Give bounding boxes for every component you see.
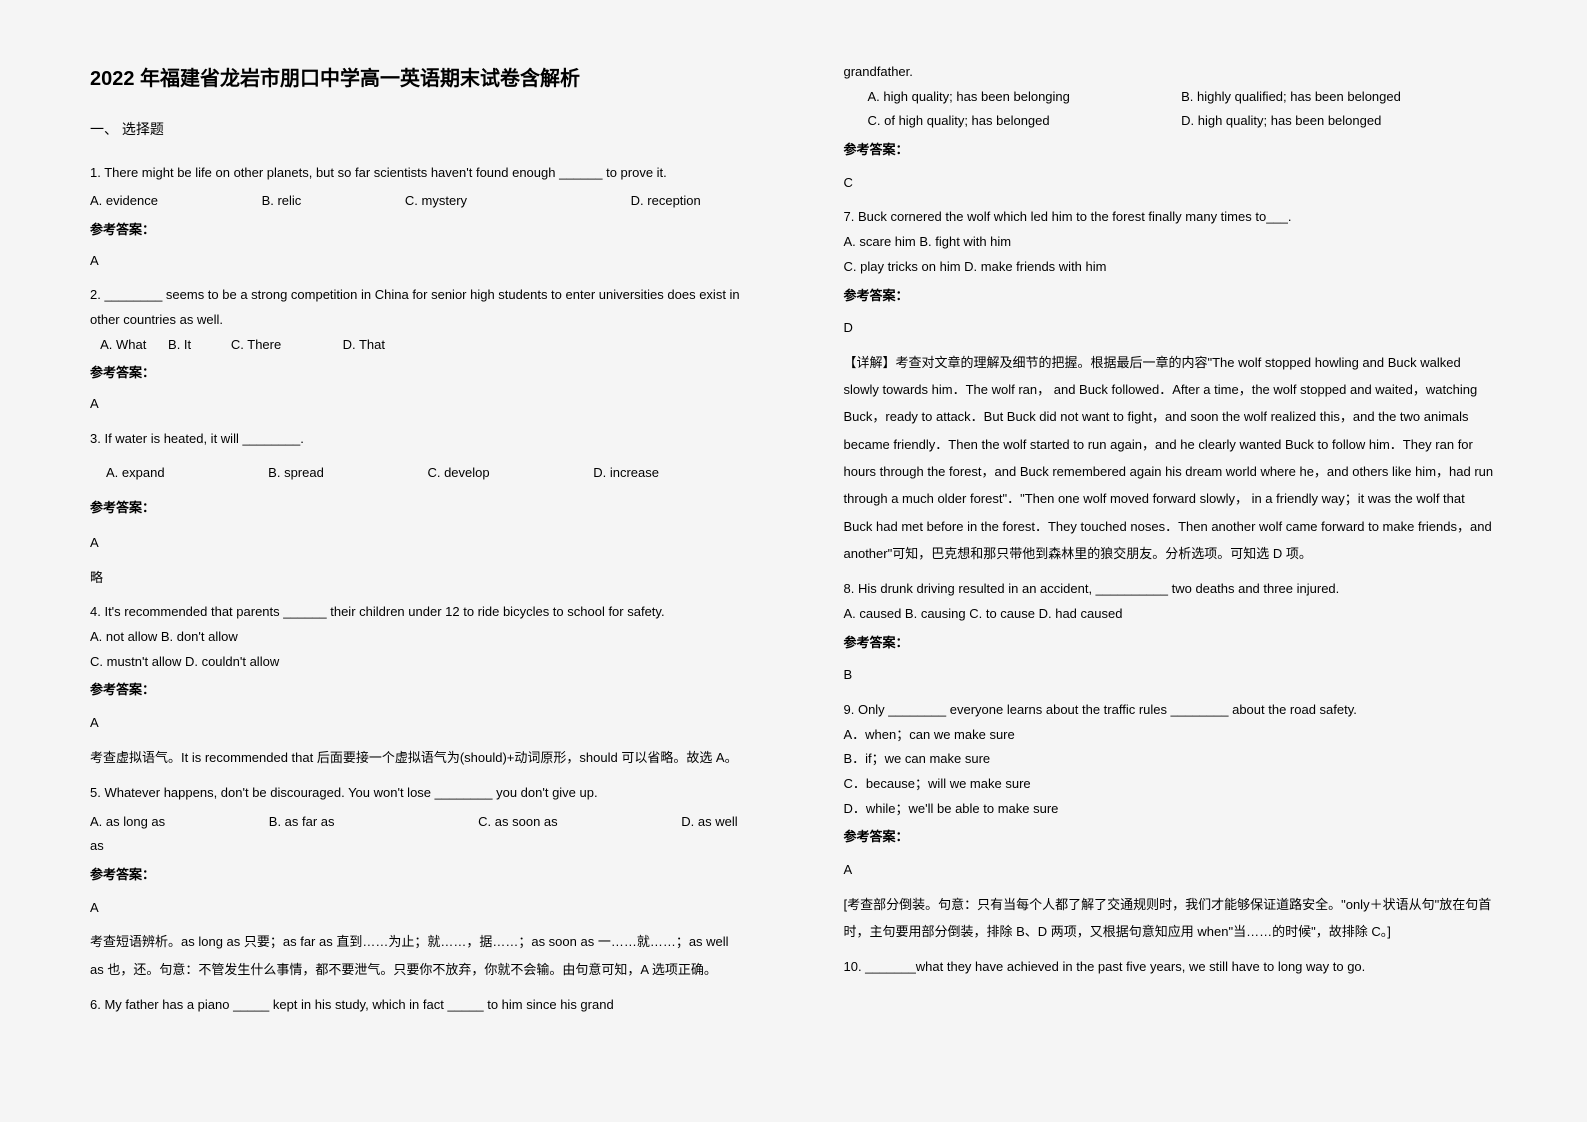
q3-note: 略 — [90, 566, 744, 591]
q7-answer: D — [844, 316, 1498, 341]
q4-line2: C. mustn't allow D. couldn't allow — [90, 650, 744, 675]
q5-answer-label: 参考答案： — [90, 863, 744, 888]
q6-answer: C — [844, 171, 1498, 196]
question-7: 7. Buck cornered the wolf which led him … — [844, 205, 1498, 308]
q4-stem: 4. It's recommended that parents ______ … — [90, 600, 744, 625]
question-2: 2. ________ seems to be a strong competi… — [90, 283, 744, 386]
q9-opt-d: D．while；we'll be able to make sure — [844, 797, 1498, 822]
q7-explain: 【详解】考查对文章的理解及细节的把握。根据最后一章的内容"The wolf st… — [844, 349, 1498, 567]
q9-stem: 9. Only ________ everyone learns about t… — [844, 698, 1498, 723]
q7-stem: 7. Buck cornered the wolf which led him … — [844, 205, 1498, 230]
q9-opt-c: C．because；will we make sure — [844, 772, 1498, 797]
q6-answer-label: 参考答案： — [844, 138, 1498, 163]
q8-answer-label: 参考答案： — [844, 631, 1498, 656]
q4-answer-label: 参考答案： — [90, 678, 744, 703]
q3-options: A. expand B. spread C. develop D. increa… — [90, 461, 744, 486]
q5-opt-d: D. as well as — [90, 814, 738, 854]
q1-opt-a: A. evidence — [90, 189, 158, 214]
question-5: 5. Whatever happens, don't be discourage… — [90, 781, 744, 888]
q3-opt-a: A. expand — [106, 461, 165, 486]
q1-opt-c: C. mystery — [405, 189, 467, 214]
q5-explain: 考查短语辨析。as long as 只要；as far as 直到……为止；就…… — [90, 928, 744, 983]
question-8: 8. His drunk driving resulted in an acci… — [844, 577, 1498, 655]
q4-explain: 考查虚拟语气。It is recommended that 后面要接一个虚拟语气… — [90, 744, 744, 771]
page-title: 2022 年福建省龙岩市朋口中学高一英语期末试卷含解析 — [90, 60, 744, 98]
q1-answer: A — [90, 249, 744, 274]
q7-line1: A. scare him B. fight with him — [844, 230, 1498, 255]
section-heading: 一、 选择题 — [90, 116, 744, 143]
q9-answer-label: 参考答案： — [844, 825, 1498, 850]
q6-opt-b: B. highly qualified; has been belonged — [1181, 89, 1401, 104]
q5-opt-b: B. as far as — [269, 810, 335, 835]
q6-opt-a: A. high quality; has been belonging — [868, 85, 1178, 110]
q9-opt-b: B．if；we can make sure — [844, 747, 1498, 772]
q1-answer-label: 参考答案： — [90, 218, 744, 243]
q9-opt-a: A．when；can we make sure — [844, 723, 1498, 748]
q9-explain: [考查部分倒装。句意：只有当每个人都了解了交通规则时，我们才能够保证道路安全。"… — [844, 891, 1498, 946]
q2-answer: A — [90, 392, 744, 417]
q3-opt-d: D. increase — [593, 465, 659, 480]
q1-opt-d: D. reception — [631, 193, 701, 208]
q3-opt-b: B. spread — [268, 461, 324, 486]
q6-opt-d: D. high quality; has been belonged — [1181, 113, 1381, 128]
left-column: 2022 年福建省龙岩市朋口中学高一英语期末试卷含解析 一、 选择题 1. Th… — [40, 60, 794, 1082]
q6-options-row2: C. of high quality; has belonged D. high… — [844, 109, 1498, 134]
q1-stem: 1. There might be life on other planets,… — [90, 161, 744, 186]
q5-stem: 5. Whatever happens, don't be discourage… — [90, 781, 744, 806]
right-column: grandfather. A. high quality; has been b… — [794, 60, 1548, 1082]
q1-opt-b: B. relic — [262, 189, 302, 214]
question-1: 1. There might be life on other planets,… — [90, 161, 744, 243]
q2-answer-label: 参考答案： — [90, 361, 744, 386]
q3-stem: 3. If water is heated, it will ________. — [90, 427, 744, 452]
q6-opt-c: C. of high quality; has belonged — [868, 109, 1178, 134]
q5-options: A. as long as B. as far as C. as soon as… — [90, 810, 744, 859]
q7-answer-label: 参考答案： — [844, 284, 1498, 309]
q4-answer: A — [90, 711, 744, 736]
q7-line2: C. play tricks on him D. make friends wi… — [844, 255, 1498, 280]
q3-answer-label: 参考答案： — [90, 496, 744, 521]
q2-stem: 2. ________ seems to be a strong competi… — [90, 283, 744, 332]
question-9: 9. Only ________ everyone learns about t… — [844, 698, 1498, 850]
q3-opt-c: C. develop — [427, 461, 489, 486]
q6-options-row1: A. high quality; has been belonging B. h… — [844, 85, 1498, 110]
q1-options: A. evidence B. relic C. mystery D. recep… — [90, 189, 744, 214]
q5-opt-a: A. as long as — [90, 810, 165, 835]
question-4: 4. It's recommended that parents ______ … — [90, 600, 744, 703]
q8-options: A. caused B. causing C. to cause D. had … — [844, 602, 1498, 627]
q9-answer: A — [844, 858, 1498, 883]
q5-answer: A — [90, 896, 744, 921]
question-3: 3. If water is heated, it will ________.… — [90, 427, 744, 521]
q5-opt-c: C. as soon as — [478, 810, 558, 835]
q4-line1: A. not allow B. don't allow — [90, 625, 744, 650]
q3-answer: A — [90, 531, 744, 556]
q6-stem-right: grandfather. — [844, 60, 1498, 85]
q8-stem: 8. His drunk driving resulted in an acci… — [844, 577, 1498, 602]
q8-answer: B — [844, 663, 1498, 688]
q2-options: A. What B. It C. There D. That — [90, 333, 744, 358]
q10-stem: 10. _______what they have achieved in th… — [844, 955, 1498, 980]
q6-stem-left: 6. My father has a piano _____ kept in h… — [90, 993, 744, 1018]
